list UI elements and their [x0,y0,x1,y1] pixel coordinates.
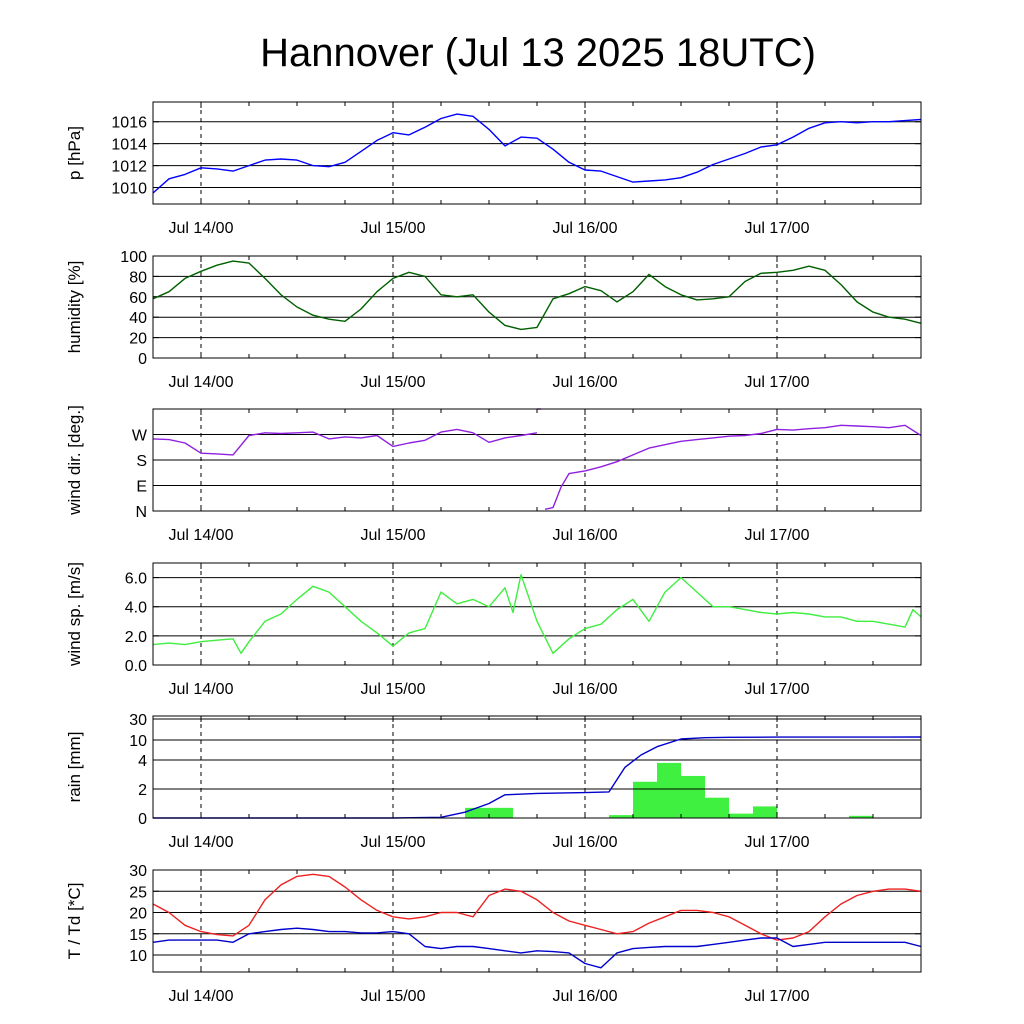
panel-frame [152,562,922,666]
x-tick-label: Jul 15/00 [361,988,426,1005]
x-tick-label: Jul 14/00 [169,988,234,1005]
y-tick-label: 40 [129,310,147,327]
y-axis-label: T / Td [*C] [65,883,84,960]
y-tick-label: 100 [120,249,147,266]
y-tick-label: 0.0 [125,658,147,675]
x-tick-label: Jul 17/00 [745,834,810,851]
panel-frame [152,255,922,359]
y-tick-label: 20 [129,906,147,923]
x-tick-label: Jul 17/00 [745,988,810,1005]
y-tick-label: 15 [129,927,147,944]
y-axis-label: wind sp. [m/s] [65,562,84,667]
panel-2-series-1 [152,260,922,331]
x-tick-label: Jul 17/00 [745,374,810,391]
panel-frame [152,408,922,512]
x-tick-label: Jul 15/00 [361,527,426,544]
y-tick-label: 20 [129,331,147,348]
x-tick-label: Jul 17/00 [745,527,810,544]
y-tick-label: 25 [129,884,147,901]
y-tick-label: 4 [138,753,147,770]
x-tick-label: Jul 16/00 [553,988,618,1005]
y-tick-label: S [136,453,147,470]
x-tick-label: Jul 16/00 [553,681,618,698]
panel-frame [152,869,922,973]
x-tick-label: Jul 15/00 [361,681,426,698]
x-tick-label: Jul 17/00 [745,681,810,698]
y-tick-label: N [135,504,147,521]
y-tick-label: 2 [138,782,147,799]
y-tick-label: 80 [129,269,147,286]
y-tick-label: 60 [129,290,147,307]
panel-1-series-1 [152,113,922,194]
y-tick-label: 1016 [111,115,147,132]
x-tick-label: Jul 16/00 [553,220,618,237]
y-tick-label: 1014 [111,137,147,154]
y-tick-label: 0 [138,351,147,368]
panel-frame [152,101,922,205]
rain-bar-9 [753,806,777,818]
x-tick-label: Jul 15/00 [361,220,426,237]
rain-bar-6 [681,775,705,818]
y-tick-label: 30 [129,863,147,880]
rain-bar-5 [657,762,681,818]
rain-bar-8 [729,813,753,818]
rain-bar-4 [633,781,657,818]
chart-title: Hannover (Jul 13 2025 18UTC) [260,31,816,75]
rain-bar-7 [705,797,729,818]
y-tick-label: 0 [138,811,147,828]
panel-frame [152,715,922,819]
y-tick-label: 10 [129,733,147,750]
panel-4-series-1 [152,574,922,654]
panel-6: 10 15 20 25 30 T / Td [*C] Jul 14/00 Jul 15/00 J… [65,863,922,1005]
panel-5: 0 2 4 10 30 rain [mm] Jul 14/00 Jul 15/00 Jul 16… [65,712,922,851]
panel-3-series-3 [544,424,922,510]
rain-bar-3 [609,815,633,818]
x-tick-label: Jul 14/00 [169,681,234,698]
y-tick-label: 10 [129,948,147,965]
y-axis-label: wind dir. [deg.] [65,405,84,516]
x-tick-label: Jul 14/00 [169,374,234,391]
y-tick-label: 1010 [111,181,147,198]
rain-bar-10 [849,815,873,818]
y-tick-label: E [136,479,147,496]
rain-bar-2 [489,807,513,818]
y-tick-label: 2.0 [125,629,147,646]
x-tick-label: Jul 16/00 [553,374,618,391]
y-tick-label: 4.0 [125,600,147,617]
x-tick-label: Jul 15/00 [361,374,426,391]
panel-6-series-2 [152,927,922,969]
y-tick-label: W [132,428,148,445]
x-tick-label: Jul 15/00 [361,834,426,851]
x-tick-label: Jul 14/00 [169,834,234,851]
y-tick-label: 1012 [111,159,147,176]
panel-5-series-1 [153,736,922,819]
y-tick-label: 6.0 [125,571,147,588]
panel-2: 0 20 40 60 80 100 humidity [%] Jul 14/00 Jul 15/… [65,249,922,391]
y-tick-label: 30 [129,712,147,729]
panel-1: 1010 1012 1014 1016 p [hPa] Jul 14/00 Jul 15/0… [65,101,922,237]
x-tick-label: Jul 16/00 [553,834,618,851]
panel-3-series-1 [152,428,538,456]
rain-bar-1 [465,807,489,818]
y-axis-label: rain [mm] [65,732,84,803]
x-tick-label: Jul 17/00 [745,220,810,237]
x-tick-label: Jul 14/00 [169,220,234,237]
y-axis-label: humidity [%] [65,261,84,354]
y-axis-label: p [hPa] [65,126,84,180]
x-tick-label: Jul 14/00 [169,527,234,544]
panel-4: 0.0 2.0 4.0 6.0 wind sp. [m/s] Jul 14/00 Jul 1… [65,562,922,698]
x-tick-label: Jul 16/00 [553,527,618,544]
panel-6-series-1 [152,873,922,941]
